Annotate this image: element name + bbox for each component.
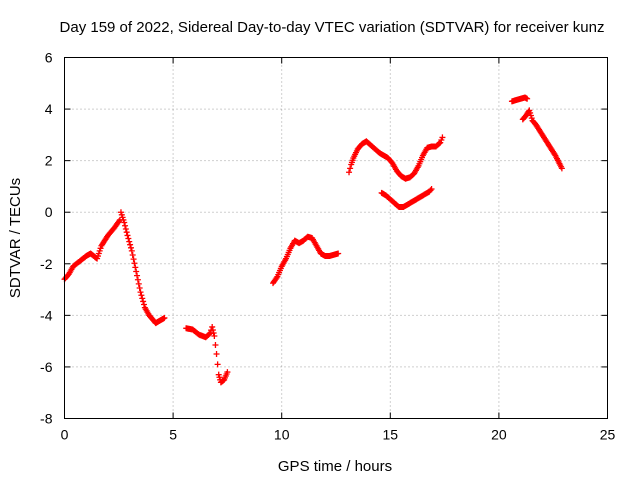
plot-frame: [64, 57, 608, 419]
x-tick-label: 10: [274, 427, 290, 443]
x-tick-label: 5: [169, 427, 177, 443]
data-point: [214, 361, 221, 368]
data-point: [133, 268, 140, 275]
data-point: [224, 369, 231, 376]
y-tick-label: 0: [45, 204, 53, 220]
data-segment: [508, 94, 531, 105]
data-point: [122, 225, 129, 232]
y-tick-label: -2: [40, 256, 53, 272]
data-point: [209, 323, 216, 330]
data-point: [212, 342, 219, 349]
data-point: [130, 256, 137, 263]
data-point: [436, 140, 443, 147]
data-point: [115, 218, 122, 225]
data-point: [427, 187, 434, 194]
data-point: [128, 247, 135, 254]
grid: [64, 57, 608, 419]
data-point: [524, 95, 531, 102]
data-point: [129, 252, 136, 259]
data-point: [123, 229, 130, 236]
data-point: [211, 332, 218, 339]
data-point: [121, 219, 128, 226]
data-segment: [346, 134, 446, 182]
data-point: [558, 165, 565, 172]
x-tick-label: 15: [383, 427, 399, 443]
x-tick-label: 25: [600, 427, 616, 443]
data-point: [127, 241, 134, 248]
data-point: [134, 272, 141, 279]
data-segment: [270, 233, 342, 287]
data-point: [335, 250, 342, 257]
data-point: [347, 165, 354, 172]
data-point: [140, 301, 147, 308]
data-point: [126, 238, 133, 245]
x-tick-label: 0: [61, 427, 69, 443]
data-point: [139, 295, 146, 302]
data-point: [134, 276, 141, 283]
data-point: [273, 274, 280, 281]
x-tick-label: 20: [491, 427, 507, 443]
y-tick-label: 2: [45, 153, 53, 169]
y-tick-label: -4: [40, 307, 53, 323]
y-axis-label: SDTVAR / TECUs: [7, 178, 24, 298]
data-point: [135, 280, 142, 287]
data-point: [428, 186, 435, 193]
data-point: [210, 329, 217, 336]
data-segment: [378, 186, 435, 211]
data-points: [61, 94, 565, 386]
y-tick-label: -8: [40, 411, 53, 427]
data-point: [209, 326, 216, 333]
data-point: [122, 222, 129, 229]
data-point: [125, 235, 132, 242]
data-point: [138, 292, 145, 299]
x-axis-label: GPS time / hours: [278, 458, 392, 475]
y-tick-label: -6: [40, 359, 53, 375]
chart-title: Day 159 of 2022, Sidereal Day-to-day VTE…: [60, 19, 605, 36]
tick-labels: 0 5 10 15 20 25 -8 -6 -4 -2 0 2 4 6: [40, 50, 615, 443]
data-point: [346, 169, 353, 176]
y-tick-label: 6: [45, 50, 53, 66]
data-point: [439, 134, 446, 141]
data-segment: [183, 323, 231, 386]
data-segment: [61, 209, 168, 327]
data-point: [124, 232, 131, 239]
data-point: [140, 298, 147, 305]
data-point: [161, 314, 168, 321]
data-point: [132, 264, 139, 271]
data-point: [137, 289, 144, 296]
data-point: [127, 244, 134, 251]
data-segment: [519, 107, 565, 172]
data-point: [136, 285, 143, 292]
data-point: [206, 331, 213, 338]
data-point: [213, 351, 220, 358]
y-tick-label: 4: [45, 101, 53, 117]
data-point: [131, 260, 138, 267]
